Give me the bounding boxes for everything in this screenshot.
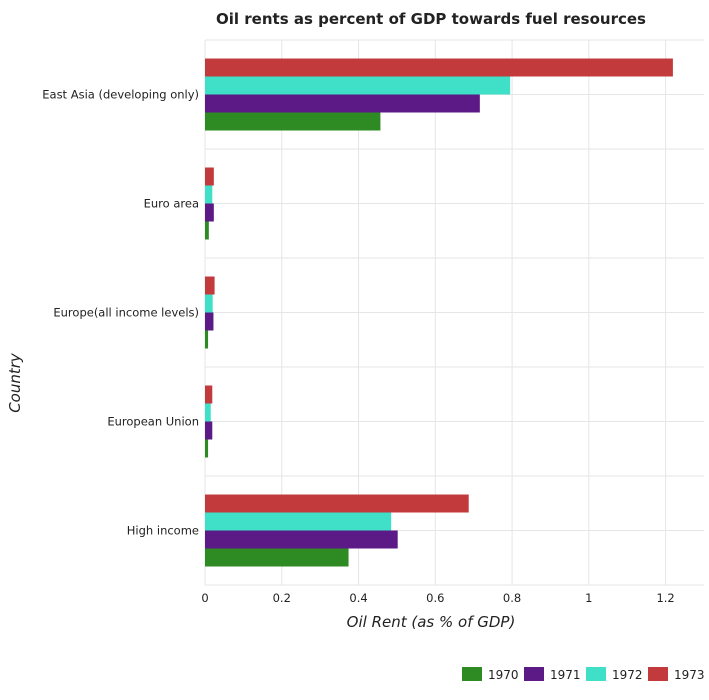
bar-1970 [205,439,209,458]
x-tick-labels: 0 0.2 0.4 0.6 0.8 1 1.2 [201,591,674,605]
legend-swatch-1972 [586,667,606,681]
bar-1971 [205,312,214,331]
bar-1972 [205,403,211,422]
legend-label-1971: 1971 [550,668,581,682]
bar-1970 [205,112,381,131]
bar-1970 [205,548,349,567]
legend-swatch-1971 [524,667,544,681]
legend-label-1973: 1973 [674,668,705,682]
legend-swatch-1970 [462,667,482,681]
x-tick-label: 0.4 [349,591,367,605]
legend-label-1972: 1972 [612,668,643,682]
bar-1970 [205,330,209,349]
bar-1973 [205,276,215,295]
legend-label-1970: 1970 [488,668,519,682]
chart-title: Oil rents as percent of GDP towards fuel… [216,10,646,28]
bar-1972 [205,185,213,204]
x-tick-label: 0.6 [426,591,444,605]
bar-1971 [205,530,398,549]
bar-1972 [205,294,213,313]
x-tick-label: 1 [585,591,592,605]
x-tick-label: 0.8 [503,591,521,605]
legend-swatch-1973 [648,667,668,681]
bar-1972 [205,512,392,531]
y-tick-label: High income [127,524,199,538]
bar-1973 [205,58,673,77]
y-axis-label: Country [6,352,24,413]
x-tick-label: 0.2 [273,591,291,605]
y-tick-label: Europe(all income levels) [53,306,199,320]
bars [205,58,673,567]
bar-1973 [205,494,469,513]
legend: 1970 1971 1972 1973 [462,667,705,682]
x-axis-label: Oil Rent (as % of GDP) [347,613,516,631]
y-tick-label: Euro area [144,197,199,211]
bar-1971 [205,203,214,222]
y-tick-label: East Asia (developing only) [42,88,199,102]
bar-1970 [205,221,209,240]
x-tick-label: 1.2 [656,591,674,605]
bar-1972 [205,76,511,95]
y-tick-labels: East Asia (developing only) Euro area Euro… [42,88,199,538]
x-tick-label: 0 [201,591,208,605]
bar-1973 [205,167,214,186]
y-tick-label: European Union [107,415,199,429]
bar-1971 [205,94,480,113]
bar-1971 [205,421,213,440]
bar-1973 [205,385,213,404]
